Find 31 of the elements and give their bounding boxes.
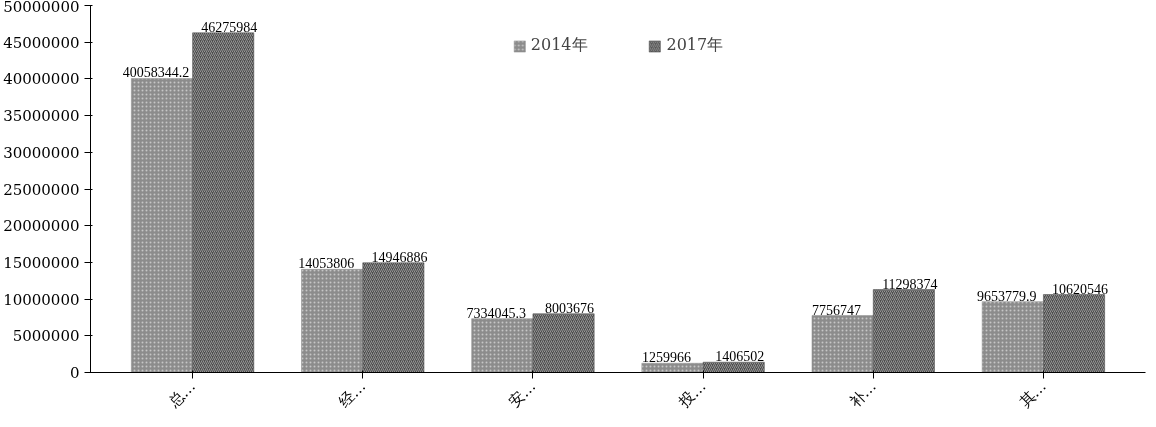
y-tick-label: 40000000	[3, 70, 80, 89]
data-label: 8003676	[545, 300, 595, 316]
y-tick-label: 35000000	[3, 107, 80, 126]
data-label: 7756747	[812, 302, 862, 318]
legend-label: 2014年	[530, 35, 588, 56]
x-tick-label: 安…	[505, 377, 540, 412]
data-label: 1406502	[715, 349, 765, 365]
y-tick-label: 0	[69, 364, 80, 382]
data-label: 14946886	[371, 249, 428, 265]
x-tick-label: 经…	[335, 377, 370, 412]
y-tick-label: 25000000	[3, 180, 80, 199]
y-tick-label: 20000000	[3, 217, 80, 236]
y-tick-label: 10000000	[3, 290, 80, 309]
data-label: 10620546	[1052, 281, 1109, 297]
x-tick-label: 总…	[164, 377, 199, 412]
data-label: 40058344.2	[122, 65, 190, 81]
y-tick-label: 5000000	[12, 327, 80, 346]
data-label: 1259966	[641, 350, 691, 366]
data-label: 46275984	[201, 19, 258, 35]
y-tick-label: 45000000	[3, 33, 80, 52]
legend-label: 2017年	[666, 35, 724, 56]
y-tick-label: 50000000	[3, 0, 80, 16]
y-tick-label: 30000000	[3, 143, 80, 162]
data-label: 14053806	[298, 256, 355, 272]
y-tick-label: 15000000	[3, 253, 80, 272]
x-tick-label: 补…	[845, 377, 880, 412]
x-tick-label: 投…	[674, 377, 710, 412]
x-tick-label: 其…	[1015, 377, 1050, 412]
data-label: 7334045.3	[466, 305, 527, 321]
data-label: 11298374	[882, 276, 938, 292]
data-label: 9653779.9	[977, 288, 1037, 304]
